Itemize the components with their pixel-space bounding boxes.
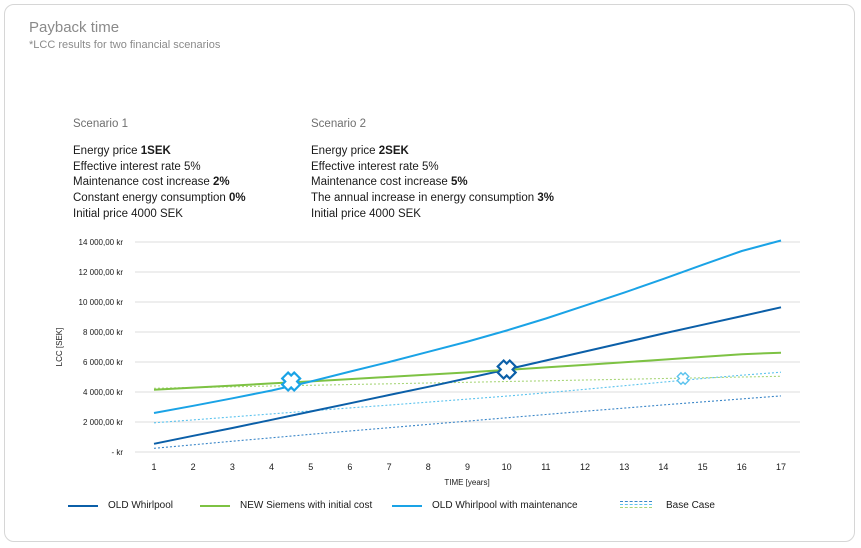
line-bold: 5% xyxy=(451,176,468,189)
scenario-2-block: Scenario 2 Energy price 2SEK Effective i… xyxy=(311,117,554,223)
line-bold: 2SEK xyxy=(378,144,409,157)
y-tick-label: - kr xyxy=(111,448,123,457)
chart-subtitle: *LCC results for two financial scenarios xyxy=(29,39,221,51)
x-tick-label: 17 xyxy=(776,462,786,472)
line-text: Initial price 4000 SEK xyxy=(73,207,183,220)
line-text: Energy price xyxy=(73,144,141,157)
y-axis-label: LCC [SEK] xyxy=(55,328,64,367)
y-tick-label: 12 000,00 kr xyxy=(79,268,124,277)
grid-lines xyxy=(135,241,800,453)
line-bold: 2% xyxy=(213,176,230,189)
legend-swatch xyxy=(200,504,230,507)
scenario-2-heading: Scenario 2 xyxy=(311,118,366,130)
cross-marker xyxy=(280,370,302,393)
legend: OLD Whirlpool NEW Siemens with initial c… xyxy=(0,500,861,520)
y-tick-label: 10 000,00 kr xyxy=(79,298,124,307)
legend-item-base-case: Base Case xyxy=(620,497,715,511)
line-text: Initial price 4000 SEK xyxy=(311,207,421,220)
legend-label: OLD Whirlpool with maintenance xyxy=(432,500,578,511)
x-tick-label: 15 xyxy=(698,462,708,472)
series-lines xyxy=(153,239,782,449)
scenario-1-heading: Scenario 1 xyxy=(73,118,128,130)
x-tick-label: 7 xyxy=(387,462,392,472)
cross-marker-shape xyxy=(280,370,302,393)
legend-swatch xyxy=(68,504,98,507)
base-case-series-line xyxy=(153,375,782,389)
x-tick-label: 11 xyxy=(541,462,550,472)
legend-label: NEW Siemens with initial cost xyxy=(240,500,373,511)
line-text: Effective interest rate 5% xyxy=(311,160,439,173)
x-tick-label: 4 xyxy=(269,462,274,472)
scenario-1-line: Initial price 4000 SEK xyxy=(73,207,246,223)
x-tick-labels: 1 2 3 4 5 6 7 8 9 10 11 12 13 14 15 16 17 xyxy=(151,462,786,472)
x-tick-label: 10 xyxy=(502,462,512,472)
x-tick-label: 16 xyxy=(737,462,747,472)
y-tick-label: 6 000,00 kr xyxy=(83,358,123,367)
legend-swatch-dashed xyxy=(620,499,652,510)
x-tick-label: 8 xyxy=(426,462,431,472)
x-tick-label: 1 xyxy=(151,462,156,472)
line-bold: 3% xyxy=(537,192,554,205)
y-tick-label: 2 000,00 kr xyxy=(83,418,123,427)
scenario-2-line: Maintenance cost increase 5% xyxy=(311,175,554,191)
x-tick-label: 6 xyxy=(347,462,352,472)
series-line xyxy=(153,351,782,391)
line-text: Energy price xyxy=(311,144,379,157)
chart-title: Payback time xyxy=(29,19,120,36)
base-case-series-line xyxy=(153,395,782,449)
cross-marker-shape xyxy=(676,371,690,386)
legend-label: OLD Whirlpool xyxy=(108,500,174,511)
y-tick-label: 14 000,00 kr xyxy=(79,238,124,247)
line-bold: 1SEK xyxy=(140,144,171,157)
scenario-1-line: Maintenance cost increase 2% xyxy=(73,175,246,191)
scenario-1-line: Energy price 1SEK xyxy=(73,144,246,160)
scenario-1-line: Effective interest rate 5% xyxy=(73,160,246,176)
legend-item: OLD Whirlpool xyxy=(68,500,173,511)
line-text: Maintenance cost increase xyxy=(73,176,213,189)
y-tick-label: 8 000,00 kr xyxy=(83,328,123,337)
x-tick-label: 13 xyxy=(619,462,629,472)
series-line xyxy=(153,239,782,414)
line-text: The annual increase in energy consumptio… xyxy=(311,192,538,205)
legend-swatch xyxy=(392,504,422,507)
line-text: Maintenance cost increase xyxy=(311,176,451,189)
x-tick-label: 9 xyxy=(465,462,470,472)
legend-item: NEW Siemens with initial cost xyxy=(200,500,372,511)
y-tick-label: 4 000,00 kr xyxy=(83,388,123,397)
cross-marker xyxy=(496,358,518,381)
legend-item: OLD Whirlpool with maintenance xyxy=(392,500,578,511)
line-bold: 0% xyxy=(228,192,246,205)
series-line xyxy=(153,306,782,445)
x-tick-label: 2 xyxy=(191,462,196,472)
x-tick-label: 5 xyxy=(308,462,313,472)
cross-marker-shape xyxy=(496,358,518,381)
x-tick-label: 3 xyxy=(230,462,235,472)
scenario-1-line: Constant energy consumption 0% xyxy=(73,191,246,207)
x-tick-label: 14 xyxy=(658,462,668,472)
base-case-series-line xyxy=(153,371,782,424)
crossover-markers xyxy=(280,358,690,393)
y-tick-labels: - kr 2 000,00 kr 4 000,00 kr 6 000,00 kr 8 0… xyxy=(79,238,124,457)
legend-label: Base Case xyxy=(666,500,715,511)
x-tick-label: 12 xyxy=(580,462,590,472)
line-text: Constant energy consumption xyxy=(73,192,229,205)
line-text: Effective interest rate 5% xyxy=(73,160,201,173)
scenario-2-line: Initial price 4000 SEK xyxy=(311,207,554,223)
scenario-1-block: Scenario 1 Energy price 1SEK Effective i… xyxy=(73,117,246,223)
x-axis-label: TIME [years] xyxy=(444,478,489,487)
scenario-2-line: Energy price 2SEK xyxy=(311,144,554,160)
scenario-2-line: The annual increase in energy consumptio… xyxy=(311,191,554,207)
cross-marker xyxy=(676,371,690,386)
scenario-2-line: Effective interest rate 5% xyxy=(311,160,554,176)
